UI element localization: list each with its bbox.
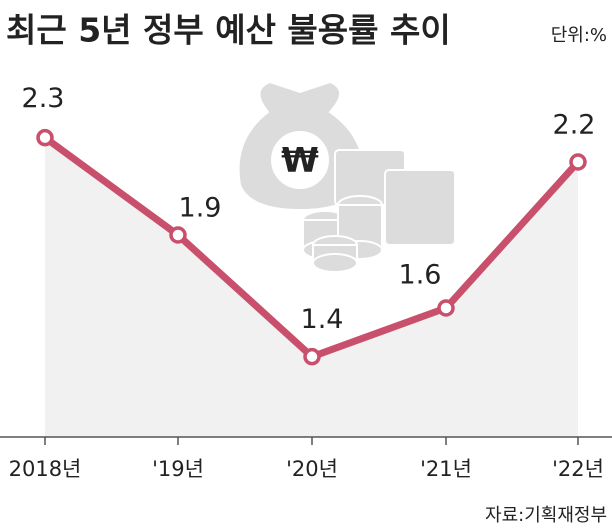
source-label: 자료:기획재정부 bbox=[485, 505, 607, 526]
chart-title: 최근 5년 정부 예산 불용률 추이 bbox=[6, 11, 451, 50]
point bbox=[169, 226, 187, 244]
money-icon: ₩ bbox=[237, 80, 456, 273]
value-label: 2.2 bbox=[553, 110, 596, 141]
point bbox=[303, 347, 321, 366]
value-label: 2.3 bbox=[22, 83, 65, 114]
point bbox=[569, 153, 587, 171]
svg-text:₩: ₩ bbox=[281, 141, 319, 181]
point bbox=[36, 128, 54, 147]
point bbox=[437, 299, 455, 317]
x-tick-label: '22년 bbox=[552, 457, 604, 481]
x-tick-label: '20년 bbox=[286, 457, 338, 481]
x-tick-label: '19년 bbox=[152, 457, 204, 481]
x-tick-label: '21년 bbox=[420, 457, 472, 481]
value-label: 1.9 bbox=[179, 193, 222, 224]
value-label: 1.6 bbox=[399, 260, 442, 291]
unit-label: 단위:% bbox=[551, 25, 607, 46]
value-label: 1.4 bbox=[301, 304, 344, 335]
x-tick-label: 2018년 bbox=[9, 457, 82, 481]
area bbox=[45, 137, 578, 437]
